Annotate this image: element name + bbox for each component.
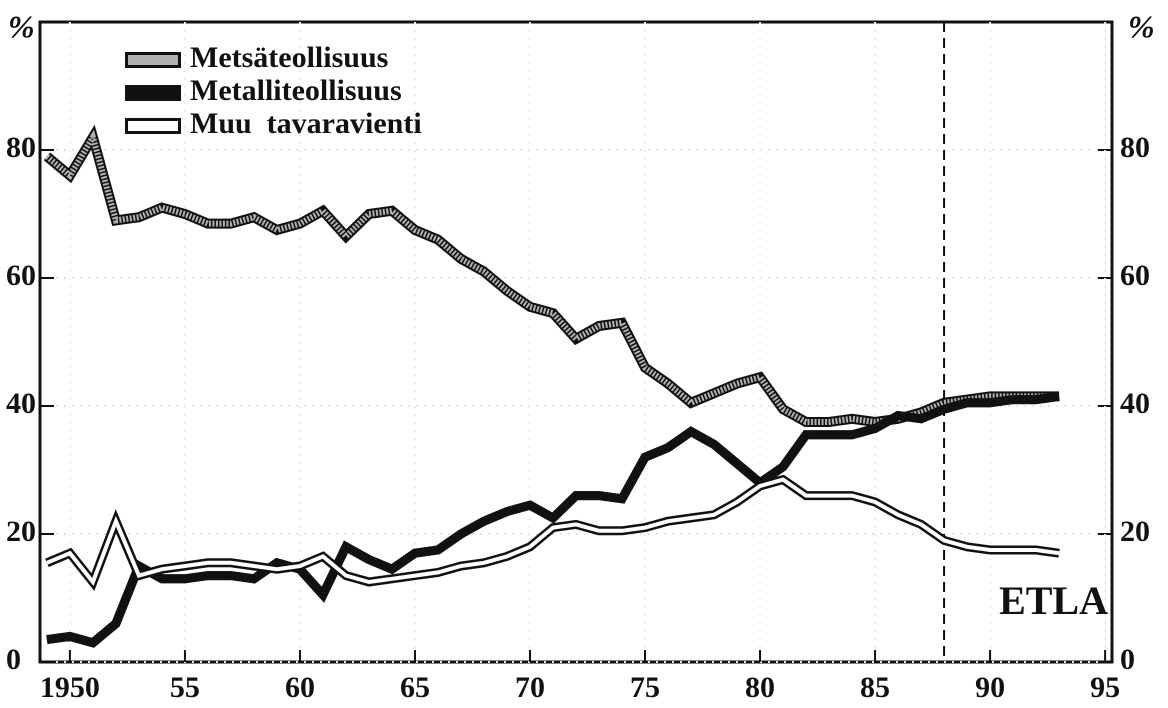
legend-swatch <box>128 88 178 98</box>
series-line <box>46 477 1060 586</box>
y-tick-label: 0 <box>6 643 21 676</box>
y-tick-label: 60 <box>6 259 36 292</box>
y2-tick-label: 80 <box>1120 131 1150 164</box>
x-tick-label: 55 <box>170 671 200 704</box>
x-tick-label: 1950 <box>40 671 100 704</box>
y-tick-label: 80 <box>6 131 36 164</box>
x-tick-label: 95 <box>1090 671 1120 704</box>
series-line <box>46 391 1060 648</box>
legend-swatch <box>128 55 178 65</box>
x-tick-label: 90 <box>975 671 1005 704</box>
x-tick-label: 70 <box>515 671 545 704</box>
y2-tick-label: 60 <box>1120 259 1150 292</box>
y-tick-label: 20 <box>6 515 36 548</box>
annotation: ETLA <box>999 578 1108 623</box>
series-outline <box>45 474 1060 591</box>
y2-tick-label: 20 <box>1120 515 1150 548</box>
series-line <box>44 129 1060 426</box>
y-tick-label: 40 <box>6 387 36 420</box>
y2-tick-label: 40 <box>1120 387 1150 420</box>
x-tick-label: 85 <box>860 671 890 704</box>
legend-label: Metalliteollisuus <box>190 74 402 107</box>
x-tick-label: 65 <box>400 671 430 704</box>
y2-unit: % <box>1128 8 1155 44</box>
x-tick-label: 60 <box>285 671 315 704</box>
x-tick-label: 80 <box>745 671 775 704</box>
legend-label: Muu tavaravienti <box>190 107 422 140</box>
y2-tick-label: 0 <box>1120 643 1135 676</box>
legend-label: Metsäteollisuus <box>190 41 388 74</box>
y-unit: % <box>8 8 35 44</box>
legend-swatch <box>128 121 178 131</box>
series-outline <box>43 124 1060 428</box>
x-tick-label: 75 <box>630 671 660 704</box>
